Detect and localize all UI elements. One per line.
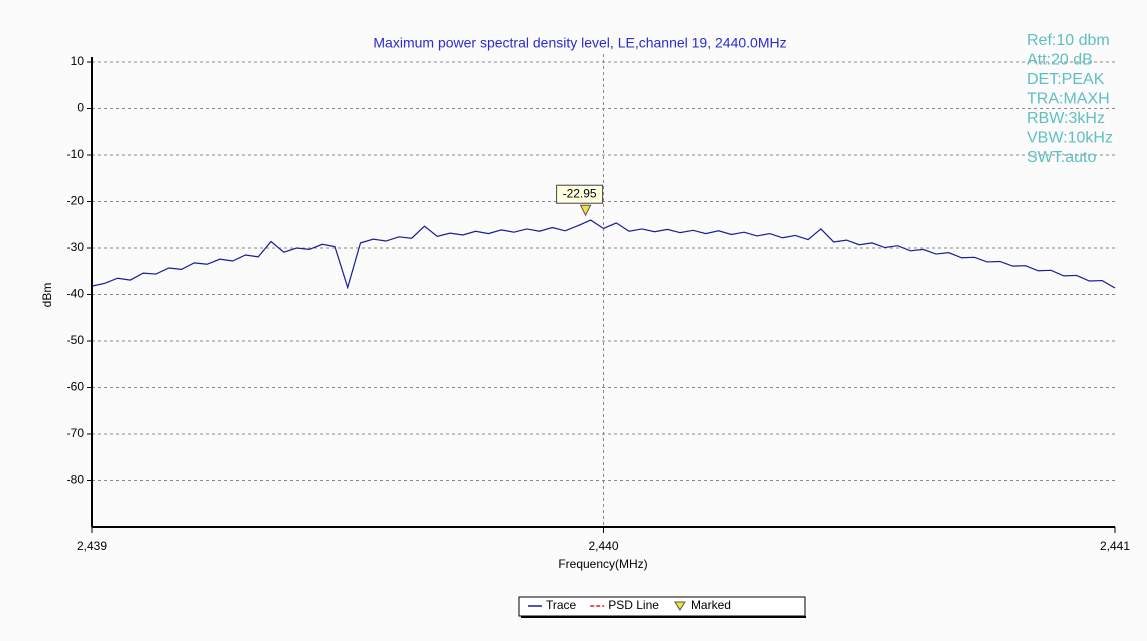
- marker-label-box: [556, 184, 604, 204]
- y-tick-label: -70: [67, 426, 85, 440]
- y-tick-label: -60: [67, 380, 85, 394]
- x-tick-label: 2,439: [77, 539, 107, 553]
- y-axis-label: dBm: [40, 283, 54, 308]
- y-tick-label: -10: [67, 147, 85, 161]
- y-tick-label: -30: [67, 240, 85, 254]
- setting-text: DET:PEAK: [1027, 71, 1105, 88]
- marker-label: -22.95: [563, 186, 597, 200]
- legend-label: PSD Line: [608, 598, 659, 612]
- y-tick-label: 10: [71, 54, 85, 68]
- y-tick-label: 0: [77, 101, 84, 115]
- y-tick-label: -20: [67, 194, 85, 208]
- x-tick-label: 2,441: [1100, 539, 1130, 553]
- setting-text: Att:20 dB: [1027, 52, 1093, 69]
- setting-text: RBW:3kHz: [1027, 110, 1105, 127]
- marker: [579, 204, 592, 217]
- legend-label: Marked: [691, 598, 731, 612]
- trace-line: [91, 219, 1116, 290]
- y-tick-label: -80: [67, 473, 85, 487]
- legend-swatch: [674, 601, 686, 611]
- x-tick-label: 2,440: [588, 539, 618, 553]
- setting-text: SWT:auto: [1027, 149, 1096, 166]
- setting-text: TRA:MAXH: [1027, 91, 1110, 108]
- legend-label: Trace: [546, 598, 577, 612]
- setting-text: VBW:10kHz: [1027, 130, 1113, 147]
- y-tick-label: -50: [67, 333, 85, 347]
- chart-title: Maximum power spectral density level, LE…: [373, 35, 786, 51]
- x-axis-label: Frequency(MHz): [558, 557, 647, 571]
- setting-text: Ref:10 dbm: [1027, 32, 1110, 49]
- y-tick-label: -40: [67, 287, 85, 301]
